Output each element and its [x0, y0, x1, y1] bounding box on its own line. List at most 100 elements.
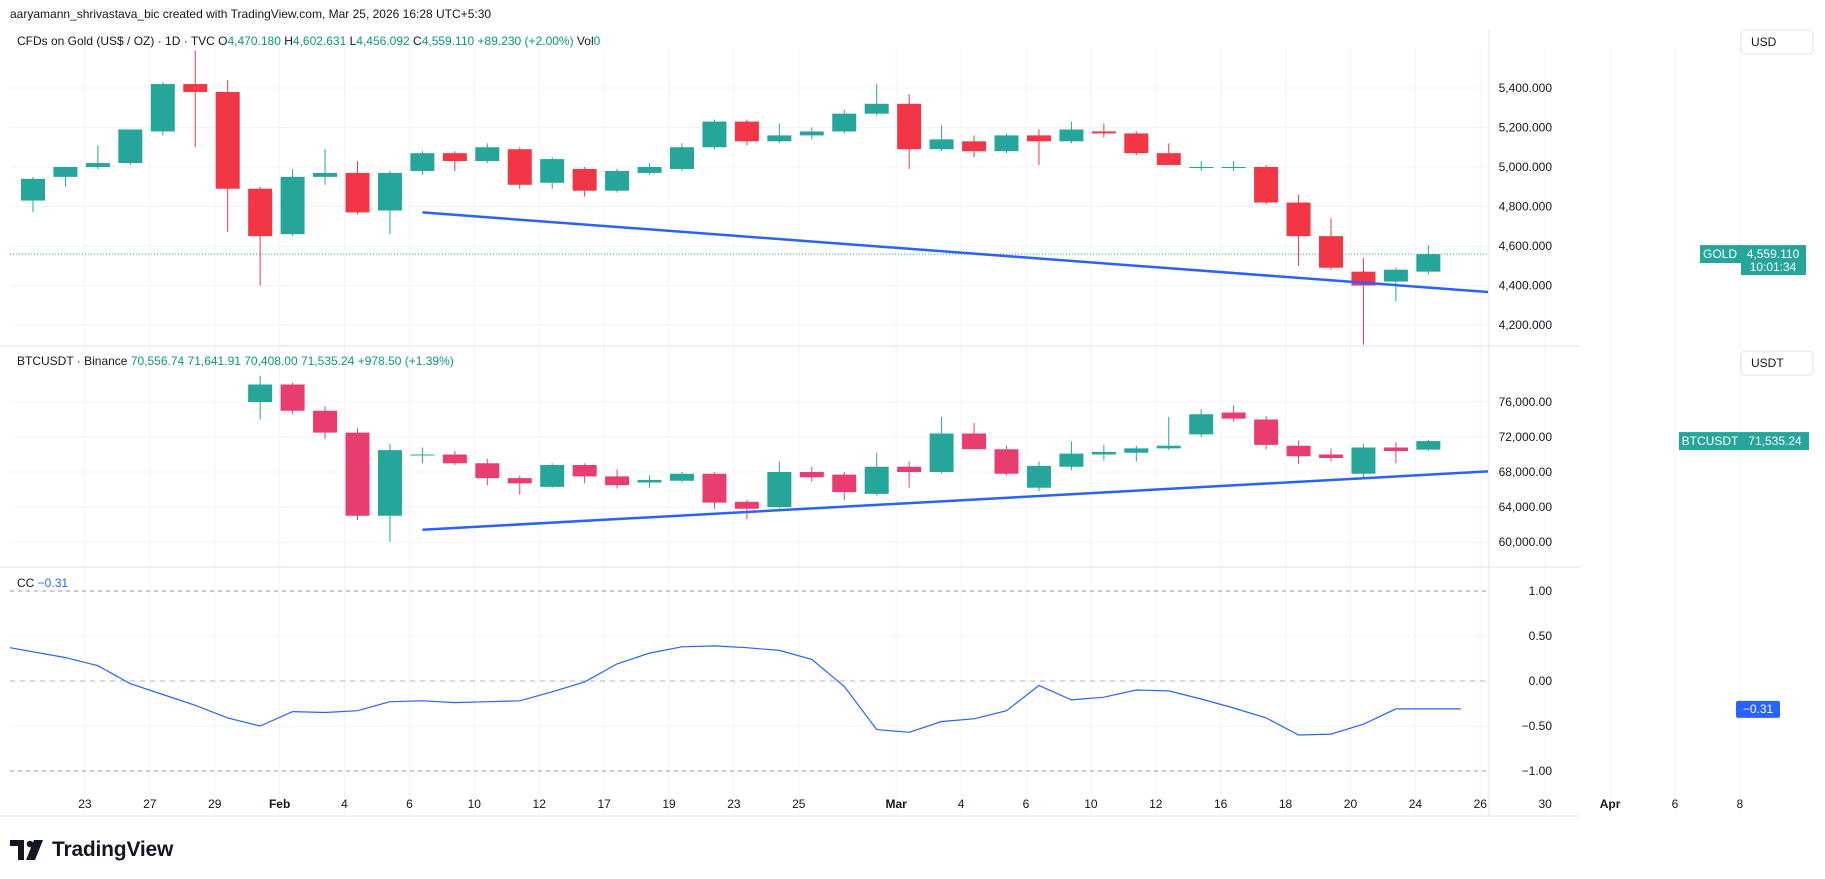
btc-candle[interactable]	[1026, 461, 1051, 492]
btc-candle[interactable]	[799, 466, 824, 482]
btc-candle[interactable]	[962, 423, 987, 450]
gold-candle[interactable]	[215, 80, 240, 233]
btc-candle[interactable]	[670, 472, 694, 483]
gold-candle[interactable]	[53, 167, 78, 187]
gold-candle[interactable]	[507, 147, 532, 189]
gold-candle-body	[21, 178, 45, 201]
btc-pane[interactable]	[216, 271, 1494, 542]
btc-candle[interactable]	[767, 461, 792, 509]
gold-candle[interactable]	[572, 167, 597, 197]
btc-candle-body	[734, 501, 759, 509]
btc-candle[interactable]	[1091, 444, 1116, 461]
btc-candle[interactable]	[540, 463, 565, 488]
cc-legend-part: CC	[17, 576, 38, 590]
btc-candle[interactable]	[1319, 448, 1343, 462]
gold-candle[interactable]	[1416, 245, 1441, 275]
btc-candle[interactable]	[1383, 442, 1408, 464]
btc-candle[interactable]	[1254, 416, 1279, 450]
gold-candle[interactable]	[248, 186, 273, 286]
tradingview-logo[interactable]: TradingView	[10, 838, 173, 862]
gold-candle[interactable]	[734, 119, 759, 146]
gold-candle[interactable]	[1189, 161, 1214, 171]
btc-candle[interactable]	[475, 458, 500, 486]
gold-candle[interactable]	[799, 127, 824, 140]
btc-candle[interactable]	[994, 445, 1019, 476]
cc-pane[interactable]	[9, 590, 1488, 772]
price-axes[interactable]: 5,400.000 5,200.000 5,000.000 4,800.000 4,60…	[1499, 29, 1814, 778]
gold-currency-box[interactable]	[1740, 29, 1814, 55]
gold-pane[interactable]	[10, 50, 1493, 345]
gold-candle[interactable]	[1254, 165, 1279, 205]
btc-candle[interactable]	[1156, 416, 1181, 451]
gold-candle[interactable]	[605, 168, 630, 193]
gold-candle[interactable]	[1319, 218, 1343, 270]
btc-candle[interactable]	[1286, 440, 1311, 465]
btc-trendline[interactable]	[422, 470, 1493, 531]
gold-candle[interactable]	[410, 151, 435, 175]
gold-candle[interactable]	[962, 135, 987, 158]
gold-candle[interactable]	[994, 133, 1019, 154]
btc-candle[interactable]	[1124, 445, 1149, 462]
btc-candle[interactable]	[702, 472, 727, 509]
gold-trendline[interactable]	[422, 211, 1493, 294]
btc-candle[interactable]	[313, 406, 338, 439]
btc-candle[interactable]	[216, 271, 240, 315]
cc-line[interactable]	[9, 645, 1461, 736]
btc-candle[interactable]	[1059, 441, 1084, 471]
gold-candle[interactable]	[670, 143, 694, 171]
gold-candle-body	[215, 91, 240, 189]
gold-candle[interactable]	[1156, 143, 1181, 166]
gold-candle[interactable]	[442, 151, 467, 171]
btc-candle[interactable]	[248, 375, 273, 420]
gold-candle[interactable]	[767, 123, 792, 144]
gold-candle[interactable]	[475, 143, 500, 164]
gold-candle[interactable]	[377, 170, 402, 235]
gold-candle[interactable]	[929, 125, 954, 152]
gold-candle[interactable]	[313, 149, 338, 185]
x-tick-12: 12	[1149, 797, 1163, 811]
btc-candle[interactable]	[637, 475, 662, 488]
btc-candle[interactable]	[1189, 409, 1214, 437]
btc-candle[interactable]	[1221, 405, 1246, 423]
btc-candle[interactable]	[572, 463, 597, 484]
btc-candle[interactable]	[507, 475, 532, 495]
btc-candle[interactable]	[864, 452, 889, 496]
btc-candle[interactable]	[734, 500, 759, 520]
btc-candle[interactable]	[1351, 444, 1376, 478]
gold-candle[interactable]	[832, 109, 857, 134]
time-axis[interactable]: 23 27 29 Feb 4 6 10 12 17 19 23 25 Mar 4 6 10 12 16 18 20 24…	[78, 797, 1743, 811]
btc-candle[interactable]	[377, 444, 402, 542]
gold-candle[interactable]	[1091, 123, 1116, 138]
btc-candle[interactable]	[832, 472, 857, 500]
btc-currency: USDT	[1751, 356, 1784, 370]
btc-candle[interactable]	[410, 447, 435, 464]
gold-candle[interactable]	[897, 93, 922, 169]
gold-candle[interactable]	[540, 157, 565, 189]
gold-candle[interactable]	[85, 145, 110, 169]
gold-candle[interactable]	[702, 119, 727, 150]
gold-candle[interactable]	[118, 129, 143, 166]
gold-candle[interactable]	[1059, 121, 1084, 144]
gold-candle[interactable]	[345, 161, 370, 215]
btc-currency-box[interactable]	[1740, 350, 1814, 376]
gold-candle[interactable]	[1286, 194, 1311, 266]
btc-candle[interactable]	[605, 469, 630, 489]
gold-y-tick: 4,800.000	[1499, 200, 1553, 214]
gold-candle[interactable]	[280, 168, 305, 237]
btc-candle[interactable]	[280, 382, 305, 415]
gold-candle[interactable]	[1221, 161, 1246, 171]
btc-candle[interactable]	[442, 451, 467, 465]
btc-candle[interactable]	[929, 416, 954, 474]
btc-candle[interactable]	[1416, 440, 1441, 451]
gold-candle[interactable]	[21, 176, 45, 213]
gold-candle[interactable]	[864, 84, 889, 116]
gold-candle[interactable]	[1351, 257, 1376, 345]
gold-candle[interactable]	[183, 50, 208, 148]
btc-candle[interactable]	[345, 428, 370, 521]
btc-candle[interactable]	[897, 461, 922, 488]
gold-candle[interactable]	[150, 82, 175, 136]
gold-candle[interactable]	[637, 163, 662, 175]
gold-candle[interactable]	[1124, 131, 1149, 156]
gold-candle[interactable]	[1026, 129, 1051, 166]
